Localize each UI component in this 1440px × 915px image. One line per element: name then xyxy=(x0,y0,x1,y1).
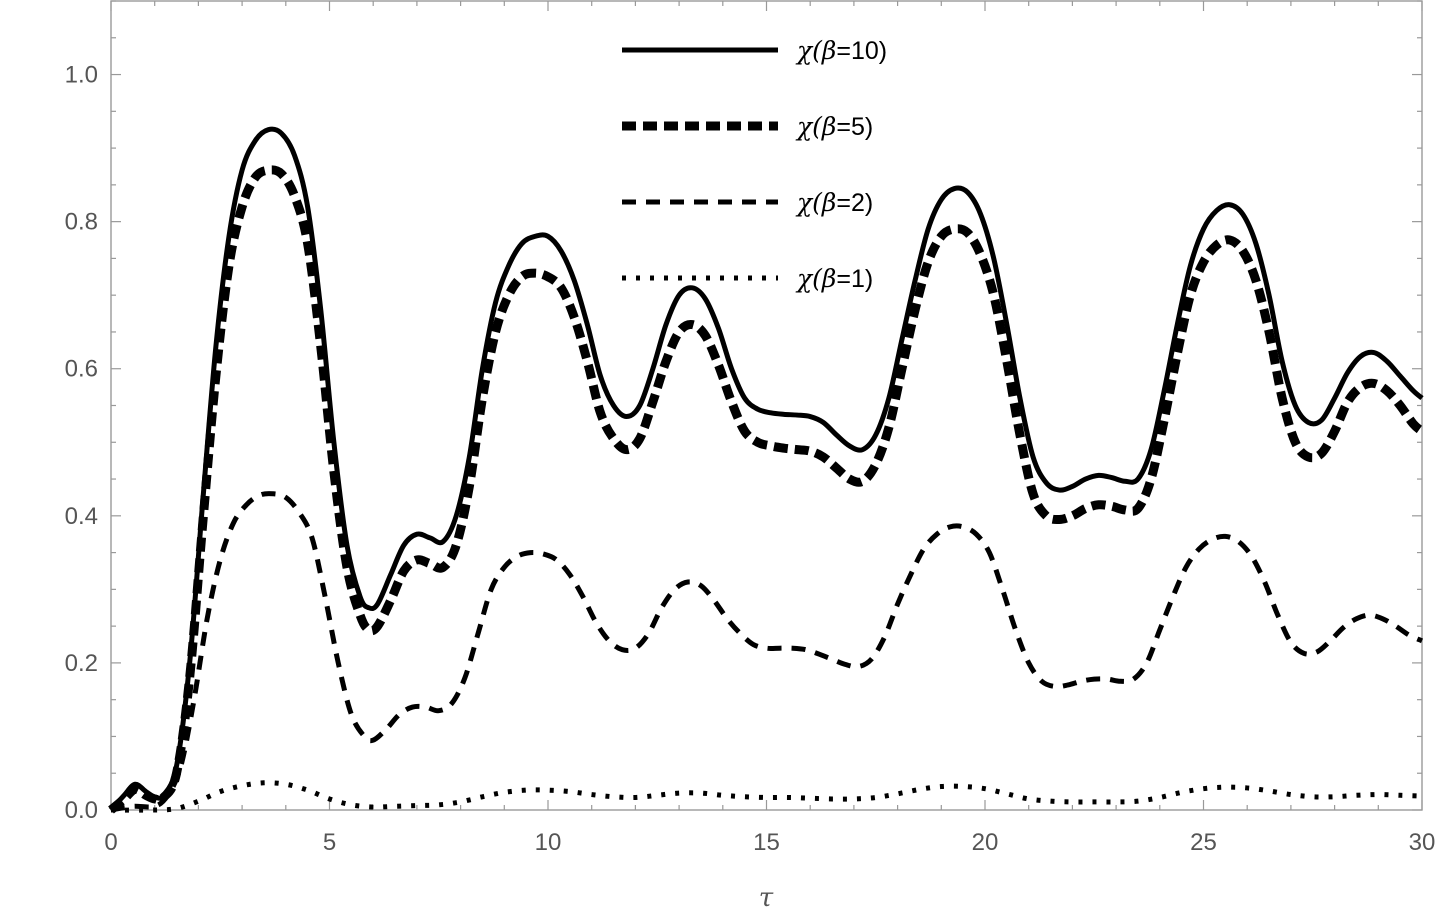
legend-label-beta: β xyxy=(821,264,836,293)
legend-label-suffix: =10) xyxy=(836,37,887,65)
series-line-2 xyxy=(110,491,1424,813)
y-tick-label: 0.8 xyxy=(65,209,98,236)
x-tick-label: 10 xyxy=(535,829,562,856)
y-tick-label: 0.4 xyxy=(65,503,98,530)
series-line-0 xyxy=(109,126,1424,812)
axis-tick-labels: 0 5 10 15 20 25 30 0.0 0.2 0.4 0.6 0.8 1.0 xyxy=(65,62,1436,856)
series-line-3 xyxy=(110,780,1423,813)
x-tick-label: 30 xyxy=(1409,829,1436,856)
legend-label-3: χ(β=1) xyxy=(795,264,873,293)
x-tick-label: 0 xyxy=(104,829,117,856)
x-tick-label: 25 xyxy=(1190,829,1217,856)
legend-label-prefix: χ( xyxy=(795,36,823,65)
plot-frame xyxy=(110,0,1423,811)
legend-label-beta: β xyxy=(821,112,836,141)
legend-label-beta: β xyxy=(821,36,836,65)
x-tick-label: 5 xyxy=(323,829,336,856)
legend-label-beta: β xyxy=(821,188,836,217)
x-tick-label: 20 xyxy=(972,829,999,856)
legend-label-0: χ(β=10) xyxy=(795,36,887,65)
legend-label-prefix: χ( xyxy=(795,188,823,217)
series-line-1 xyxy=(108,165,1425,814)
legend-label-prefix: χ( xyxy=(795,112,823,141)
y-tick-label: 0.6 xyxy=(65,356,98,383)
legend: χ(β=10)χ(β=5)χ(β=2)χ(β=1) xyxy=(622,36,887,293)
series-layer xyxy=(108,126,1425,814)
legend-label-prefix: χ( xyxy=(795,264,823,293)
axis-ticks xyxy=(110,0,1423,811)
y-tick-label: 0.0 xyxy=(65,797,98,824)
legend-label-1: χ(β=5) xyxy=(795,112,873,141)
legend-label-suffix: =5) xyxy=(836,113,873,141)
legend-label-suffix: =2) xyxy=(836,189,873,217)
legend-label-2: χ(β=2) xyxy=(795,188,873,217)
legend-label-suffix: =1) xyxy=(836,265,873,293)
x-axis-label: τ xyxy=(759,883,774,913)
x-tick-label: 15 xyxy=(753,829,780,856)
y-tick-label: 1.0 xyxy=(65,62,98,89)
y-tick-label: 0.2 xyxy=(65,650,98,677)
